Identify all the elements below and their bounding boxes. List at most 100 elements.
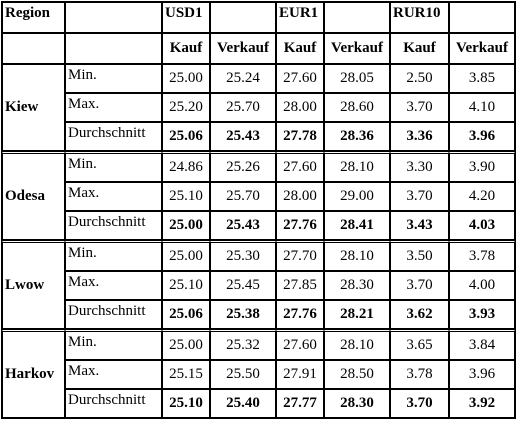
sell-header-eur: Verkauf — [324, 33, 390, 64]
table-row: Max. 25.15 25.50 27.91 28.50 3.78 3.96 — [2, 360, 515, 389]
rate-cell: 3.96 — [449, 360, 515, 389]
rate-cell: 25.00 — [162, 211, 210, 240]
rate-cell: 25.30 — [210, 240, 276, 271]
rate-cell: 25.00 — [162, 329, 210, 360]
rate-cell: 25.50 — [210, 360, 276, 389]
rate-cell: 28.41 — [324, 211, 390, 240]
region-header: Region — [2, 2, 65, 33]
rate-cell: 25.43 — [210, 122, 276, 151]
stat-label: Min. — [65, 240, 162, 271]
table-row: Harkov Min. 25.00 25.32 27.60 28.10 3.65 3.84 — [2, 329, 515, 418]
rate-cell: 27.78 — [276, 122, 324, 151]
rate-cell: 27.76 — [276, 211, 324, 240]
rate-cell: 27.70 — [276, 240, 324, 271]
header-blank-cell — [65, 2, 162, 33]
rate-cell: 27.91 — [276, 360, 324, 389]
rate-cell: 3.96 — [449, 122, 515, 151]
table-row: Odesa Min. 24.86 25.26 27.60 28.10 3.30 3.90 — [2, 151, 515, 240]
rate-cell: 28.00 — [276, 182, 324, 211]
stat-label: Durchschnitt — [65, 300, 162, 329]
stat-label: Max. — [65, 271, 162, 300]
region-name: Lwow — [2, 240, 65, 329]
currency-header-rur: RUR10 — [390, 2, 449, 33]
rate-cell: 3.78 — [390, 360, 449, 389]
rate-cell: 24.86 — [162, 151, 210, 182]
stat-label: Min. — [65, 329, 162, 360]
stat-label: Durchschnitt — [65, 211, 162, 240]
rate-cell: 3.78 — [449, 240, 515, 271]
header-blank-cell — [65, 33, 162, 64]
stat-label: Max. — [65, 360, 162, 389]
header-blank-cell — [2, 33, 65, 64]
rate-cell: 3.84 — [449, 329, 515, 360]
header-blank-cell — [324, 2, 390, 33]
rate-cell: 28.10 — [324, 329, 390, 360]
rate-cell: 4.00 — [449, 271, 515, 300]
rate-cell: 25.32 — [210, 329, 276, 360]
rate-cell: 4.03 — [449, 211, 515, 240]
rate-cell: 3.93 — [449, 300, 515, 329]
buy-header-usd: Kauf — [162, 33, 210, 64]
rate-cell: 25.10 — [162, 182, 210, 211]
rate-cell: 25.10 — [162, 389, 210, 418]
rate-cell: 3.30 — [390, 151, 449, 182]
rate-cell: 25.00 — [162, 64, 210, 93]
rate-cell: 25.24 — [210, 64, 276, 93]
rate-cell: 27.60 — [276, 329, 324, 360]
header-row-buy-sell: Kauf Verkauf Kauf Verkauf Kauf Verkauf — [2, 33, 515, 64]
table-row: Kiew Min. 25.00 25.24 27.60 28.05 2.50 3.85 — [2, 64, 515, 151]
stat-label: Durchschnitt — [65, 389, 162, 418]
rate-cell: 3.85 — [449, 64, 515, 93]
header-blank-cell — [449, 2, 515, 33]
region-name: Harkov — [2, 329, 65, 418]
region-name: Kiew — [2, 64, 65, 151]
table-row: Durchschnitt 25.06 25.43 27.78 28.36 3.36 3.96 — [2, 122, 515, 151]
rate-cell: 28.30 — [324, 271, 390, 300]
rate-cell: 25.15 — [162, 360, 210, 389]
rate-cell: 28.30 — [324, 389, 390, 418]
rate-cell: 28.21 — [324, 300, 390, 329]
rate-cell: 25.00 — [162, 240, 210, 271]
currency-header-eur: EUR1 — [276, 2, 324, 33]
rate-cell: 3.92 — [449, 389, 515, 418]
table-row: Lwow Min. 25.00 25.30 27.70 28.10 3.50 3.78 — [2, 240, 515, 329]
rate-cell: 25.10 — [162, 271, 210, 300]
rate-cell: 28.00 — [276, 93, 324, 122]
rate-cell: 3.62 — [390, 300, 449, 329]
rate-cell: 4.20 — [449, 182, 515, 211]
rate-cell: 25.70 — [210, 182, 276, 211]
table-row: Max. 25.10 25.70 28.00 29.00 3.70 4.20 — [2, 182, 515, 211]
stat-label: Durchschnitt — [65, 122, 162, 151]
rate-cell: 29.00 — [324, 182, 390, 211]
rate-cell: 27.60 — [276, 151, 324, 182]
rate-cell: 25.40 — [210, 389, 276, 418]
buy-header-rur: Kauf — [390, 33, 449, 64]
sell-header-usd: Verkauf — [210, 33, 276, 64]
rate-cell: 3.36 — [390, 122, 449, 151]
stat-label: Max. — [65, 182, 162, 211]
table-row: Durchschnitt 25.06 25.38 27.76 28.21 3.62 3.93 — [2, 300, 515, 329]
rate-cell: 3.70 — [390, 271, 449, 300]
header-row-currencies: Region USD1 EUR1 RUR10 — [2, 2, 515, 33]
rate-cell: 25.06 — [162, 300, 210, 329]
rate-cell: 4.10 — [449, 93, 515, 122]
rate-cell: 3.65 — [390, 329, 449, 360]
rate-cell: 3.70 — [390, 93, 449, 122]
rate-cell: 25.43 — [210, 211, 276, 240]
stat-label: Min. — [65, 64, 162, 93]
rate-cell: 3.90 — [449, 151, 515, 182]
rate-cell: 25.06 — [162, 122, 210, 151]
header-blank-cell — [210, 2, 276, 33]
rate-cell: 28.10 — [324, 240, 390, 271]
rate-cell: 3.70 — [390, 182, 449, 211]
table-row: Durchschnitt 25.00 25.43 27.76 28.41 3.43 4.03 — [2, 211, 515, 240]
rate-cell: 28.36 — [324, 122, 390, 151]
rate-cell: 25.20 — [162, 93, 210, 122]
rate-cell: 27.60 — [276, 64, 324, 93]
rate-cell: 28.10 — [324, 151, 390, 182]
rate-cell: 3.50 — [390, 240, 449, 271]
rate-cell: 27.76 — [276, 300, 324, 329]
region-name: Odesa — [2, 151, 65, 240]
rate-cell: 28.60 — [324, 93, 390, 122]
stat-label: Max. — [65, 93, 162, 122]
